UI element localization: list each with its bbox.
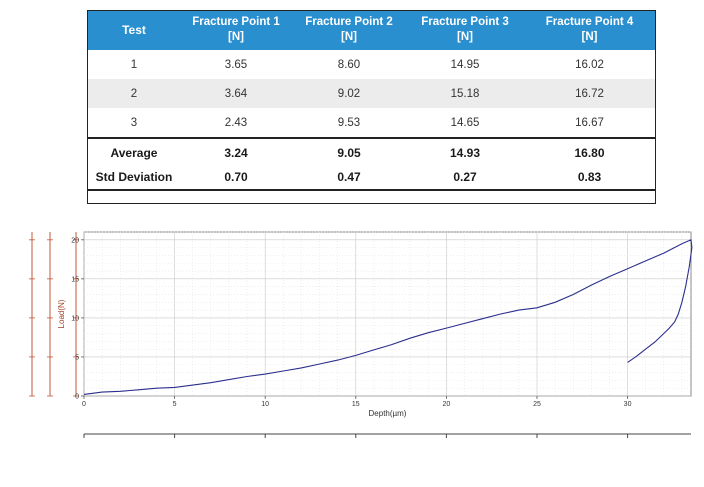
x-tick-label: 30 <box>624 401 632 408</box>
cell-value: 3.65 <box>224 58 248 71</box>
x-tick-label: 5 <box>173 401 177 408</box>
header-fracture-point-4: Fracture Point 4 [N] <box>523 10 656 50</box>
plot-area <box>83 231 692 397</box>
header-label: Fracture Point 1 <box>192 16 280 28</box>
header-label: Test <box>122 22 146 37</box>
cell-value: 16.67 <box>575 116 604 129</box>
y-tick-label: 20 <box>71 237 79 244</box>
y-tick-label: 15 <box>71 276 79 283</box>
header-unit: [N] <box>341 31 357 43</box>
cell-value: 9.05 <box>291 137 407 165</box>
header-unit: [N] <box>228 31 244 43</box>
y-tick-label: 10 <box>71 315 79 322</box>
cell-value: 16.72 <box>523 79 656 108</box>
cell-value: 16.80 <box>523 137 656 165</box>
average-row: Average 3.24 9.05 14.93 16.80 <box>87 137 656 165</box>
y-tick-label: 5 <box>75 354 79 361</box>
cell-value: 0.47 <box>337 170 361 184</box>
header-fracture-point-2: Fracture Point 2 [N] <box>291 10 407 50</box>
cell-value: 0.70 <box>224 170 248 184</box>
cell-test: 1 <box>130 58 138 71</box>
table-row: 1 3.65 8.60 14.95 16.02 <box>87 50 656 79</box>
std-deviation-row: Std Deviation 0.70 0.47 0.27 0.83 <box>87 165 656 190</box>
cell-value: 8.60 <box>337 58 361 71</box>
header-fracture-point-3: Fracture Point 3 [N] <box>407 10 523 50</box>
header-label: Fracture Point 2 <box>305 16 393 28</box>
load-depth-chart: 0 5 10 15 20 25 30 0 5 10 15 20 Depth(µm) Load(N) <box>29 231 693 438</box>
fracture-results-table: Test Fracture Point 1 [N] Fracture Point … <box>87 10 656 191</box>
x-axis-label: Depth(µm) <box>369 409 407 418</box>
cell-value: 0.27 <box>453 170 477 184</box>
cell-value: 9.02 <box>291 79 407 108</box>
cell-value: 9.53 <box>337 116 361 129</box>
y-axis-label: Load(N) <box>57 299 66 328</box>
cell-value: 14.65 <box>450 116 480 129</box>
cell-value: 16.02 <box>575 58 604 71</box>
chart-series <box>83 239 693 395</box>
header-label: Fracture Point 3 <box>421 16 509 28</box>
table-header-row: Test Fracture Point 1 [N] Fracture Point … <box>87 10 656 50</box>
cell-summary-label: Average <box>87 137 181 165</box>
chart-ticks: 0 5 10 15 20 25 30 0 5 10 15 20 <box>29 237 632 438</box>
x-tick-label: 15 <box>352 401 360 408</box>
header-label: Fracture Point 4 <box>545 16 634 28</box>
x-tick-label: 10 <box>261 401 269 408</box>
x-tick-label: 20 <box>442 401 450 408</box>
header-fracture-point-1: Fracture Point 1 [N] <box>181 10 291 50</box>
x-tick-label: 25 <box>533 401 541 408</box>
cell-value: 3.64 <box>181 79 291 108</box>
chart-grid <box>83 231 691 397</box>
header-test: Test <box>87 10 181 50</box>
cell-value: 14.95 <box>450 58 480 71</box>
header-unit: [N] <box>581 31 598 43</box>
cell-value: 15.18 <box>407 79 523 108</box>
cell-test: 2 <box>87 79 181 108</box>
results-table-container: Test Fracture Point 1 [N] Fracture Point … <box>87 10 656 191</box>
y-tick-label: 0 <box>75 394 79 401</box>
cell-value: 14.93 <box>407 137 523 165</box>
cell-summary-label: Std Deviation <box>95 170 173 184</box>
cell-value: 3.24 <box>181 137 291 165</box>
chart-frame <box>31 231 692 435</box>
table-row: 3 2.43 9.53 14.65 16.67 <box>87 108 656 138</box>
load-depth-line <box>83 239 693 395</box>
x-tick-label: 0 <box>82 401 86 408</box>
table-row: 2 3.64 9.02 15.18 16.72 <box>87 79 656 108</box>
cell-value: 2.43 <box>224 116 248 129</box>
cell-value: 0.83 <box>577 170 602 184</box>
cell-test: 3 <box>130 116 138 129</box>
header-unit: [N] <box>457 31 473 43</box>
